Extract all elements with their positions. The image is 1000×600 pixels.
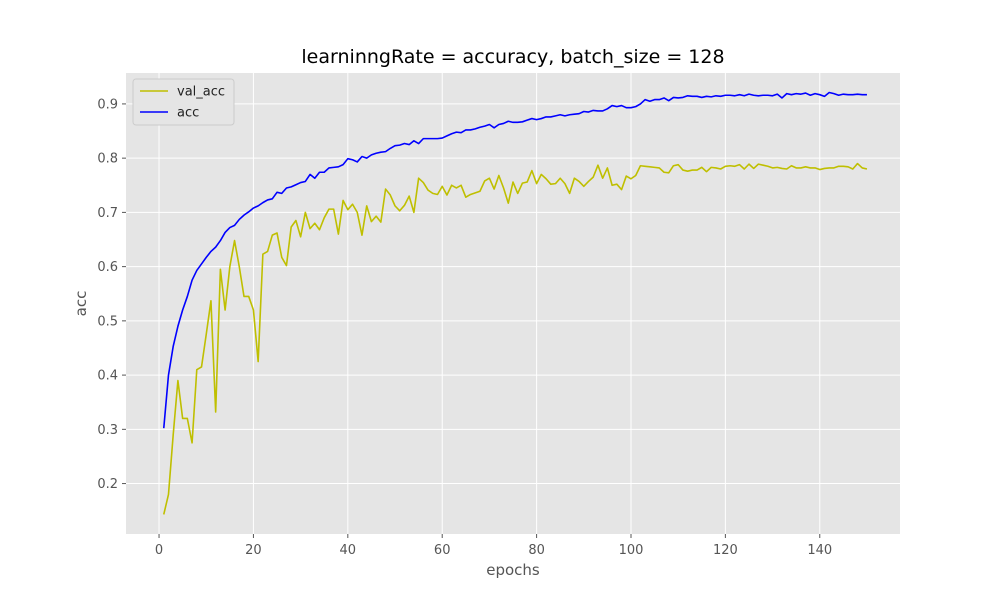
chart-title: learninngRate = accuracy, batch_size = 1… (301, 46, 724, 68)
y-tick-label: 0.7 (97, 206, 118, 221)
y-tick-label: 0.9 (97, 97, 118, 112)
series-lines (162, 91, 868, 515)
y-axis-ticks: 0.2 0.3 0.4 0.5 0.6 0.7 0.8 0.9 (97, 97, 126, 492)
x-tick-label: 120 (713, 543, 738, 558)
x-tick-label: 60 (434, 543, 451, 558)
y-tick-label: 0.4 (97, 369, 118, 384)
y-tick-label: 0.6 (97, 260, 118, 275)
x-axis-label: epochs (486, 561, 540, 579)
series-line-val-acc (162, 162, 868, 515)
x-tick-label: 40 (340, 543, 357, 558)
series-line-acc (162, 91, 867, 429)
legend-label-acc: acc (177, 106, 199, 121)
x-tick-label: 80 (528, 543, 545, 558)
y-axis-label: acc (72, 291, 90, 317)
y-tick-label: 0.8 (97, 152, 118, 167)
y-tick-label: 0.3 (97, 423, 118, 438)
x-axis-ticks: 0 20 40 60 80 100 120 140 (155, 534, 832, 558)
legend-label-val-acc: val_acc (177, 85, 225, 100)
y-tick-label: 0.2 (97, 477, 118, 492)
x-tick-label: 140 (807, 543, 832, 558)
plot-area (126, 73, 900, 534)
y-tick-label: 0.5 (97, 314, 118, 329)
x-tick-label: 100 (619, 543, 644, 558)
x-tick-label: 0 (155, 543, 163, 558)
x-tick-label: 20 (245, 543, 262, 558)
